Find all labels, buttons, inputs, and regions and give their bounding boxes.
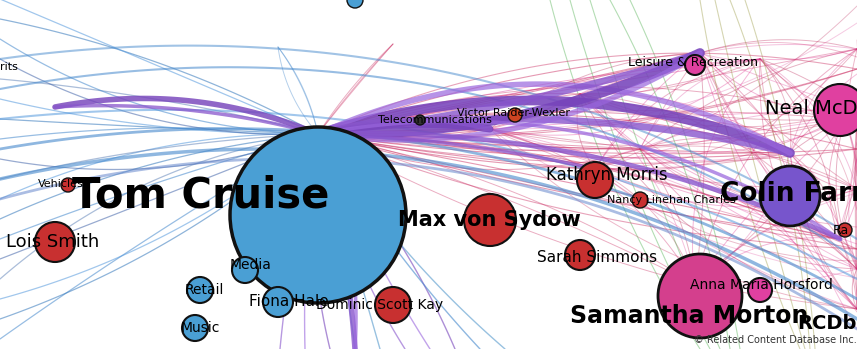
Circle shape: [838, 223, 852, 237]
Circle shape: [415, 115, 425, 125]
Circle shape: [748, 278, 772, 302]
Text: Samantha Morton: Samantha Morton: [570, 304, 808, 328]
Text: Telecommunications: Telecommunications: [378, 115, 492, 125]
Circle shape: [35, 222, 75, 262]
Text: Fiona Hale: Fiona Hale: [249, 295, 329, 310]
Circle shape: [658, 254, 742, 338]
Circle shape: [814, 84, 857, 136]
Circle shape: [375, 287, 411, 323]
Circle shape: [565, 240, 595, 270]
Text: © Related Content Database Inc.: © Related Content Database Inc.: [694, 335, 857, 345]
Circle shape: [685, 55, 705, 75]
Circle shape: [61, 178, 75, 192]
Text: Dominic Scott Kay: Dominic Scott Kay: [316, 298, 443, 312]
Text: Colin Farrell: Colin Farrell: [720, 181, 857, 207]
Text: Music: Music: [181, 321, 220, 335]
Circle shape: [632, 192, 648, 208]
Text: RCDb: RCDb: [798, 314, 857, 333]
Circle shape: [464, 194, 516, 246]
Text: Sarah Simmons: Sarah Simmons: [537, 250, 657, 265]
Circle shape: [182, 315, 208, 341]
Circle shape: [760, 166, 820, 226]
Text: Nancy Linehan Charles: Nancy Linehan Charles: [607, 195, 736, 205]
Text: Ra: Ra: [833, 223, 849, 237]
Text: Retail: Retail: [185, 283, 225, 297]
Text: Tom Cruise: Tom Cruise: [72, 175, 329, 217]
Text: Lois Smith: Lois Smith: [6, 233, 99, 251]
Circle shape: [347, 0, 363, 8]
Circle shape: [187, 277, 213, 303]
Text: rits: rits: [0, 62, 18, 72]
Circle shape: [577, 162, 613, 198]
Text: Anna Maria Horsford: Anna Maria Horsford: [690, 278, 833, 292]
Text: Kathryn Morris: Kathryn Morris: [546, 166, 668, 184]
Circle shape: [230, 127, 406, 303]
Text: Vehicles: Vehicles: [38, 179, 84, 189]
Text: Victor Raider-Wexler: Victor Raider-Wexler: [457, 108, 570, 118]
Text: Leisure & Recreation: Leisure & Recreation: [628, 57, 758, 69]
Circle shape: [263, 287, 293, 317]
Text: Media: Media: [230, 258, 272, 272]
Circle shape: [232, 257, 258, 283]
Circle shape: [508, 108, 522, 122]
Text: Max von Sydow: Max von Sydow: [398, 210, 581, 230]
Text: Neal McDonough: Neal McDonough: [765, 98, 857, 118]
